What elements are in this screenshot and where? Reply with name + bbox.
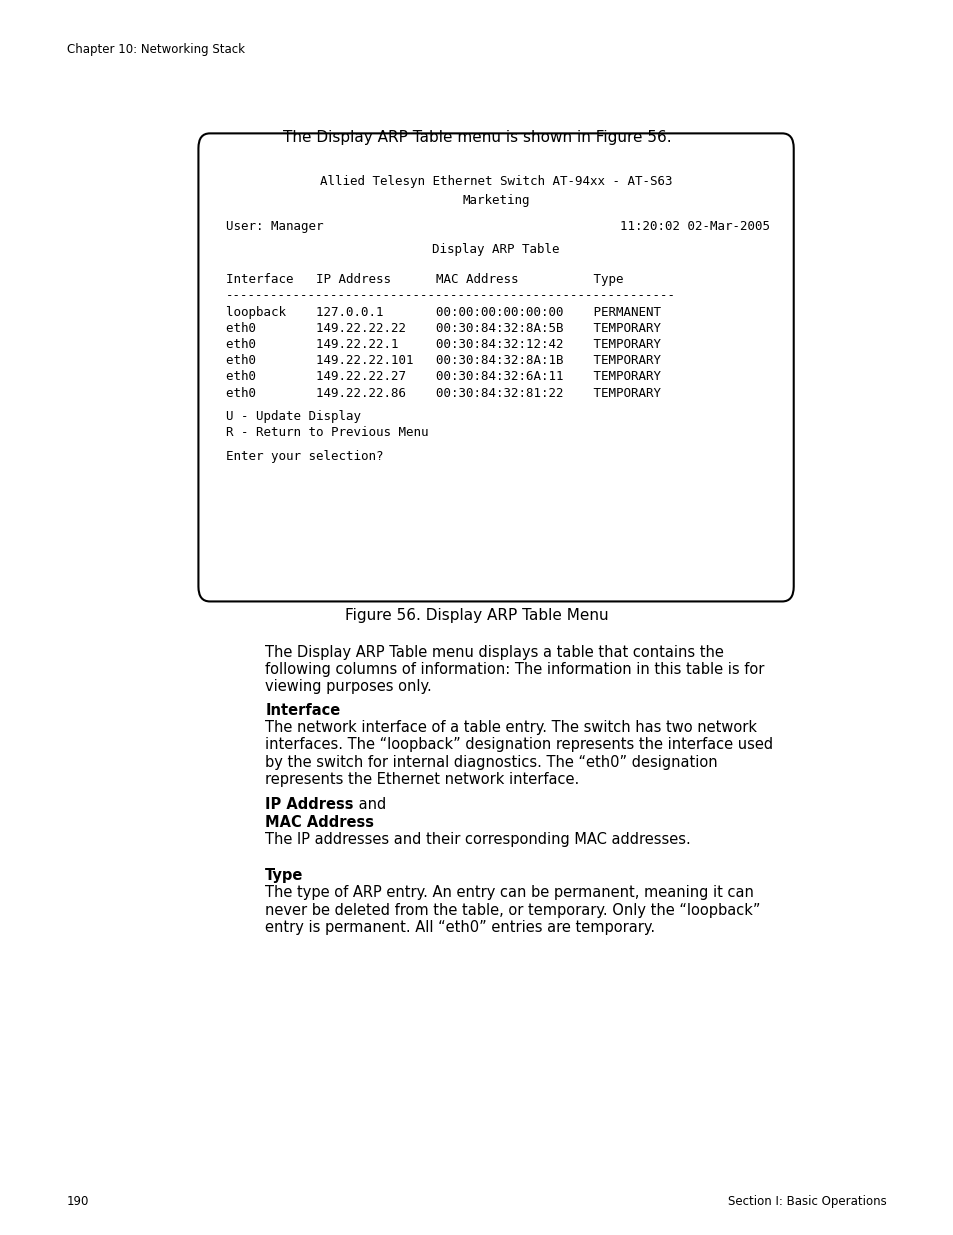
Text: Section I: Basic Operations: Section I: Basic Operations bbox=[728, 1194, 886, 1208]
Text: U - Update Display: U - Update Display bbox=[226, 410, 361, 424]
Text: R - Return to Previous Menu: R - Return to Previous Menu bbox=[226, 426, 428, 440]
Text: Display ARP Table: Display ARP Table bbox=[432, 243, 559, 257]
Text: eth0        149.22.22.22    00:30:84:32:8A:5B    TEMPORARY: eth0 149.22.22.22 00:30:84:32:8A:5B TEMP… bbox=[226, 322, 660, 336]
Text: eth0        149.22.22.101   00:30:84:32:8A:1B    TEMPORARY: eth0 149.22.22.101 00:30:84:32:8A:1B TEM… bbox=[226, 354, 660, 368]
Text: 11:20:02 02-Mar-2005: 11:20:02 02-Mar-2005 bbox=[619, 220, 769, 233]
Text: IP Address: IP Address bbox=[265, 797, 354, 811]
Text: eth0        149.22.22.86    00:30:84:32:81:22    TEMPORARY: eth0 149.22.22.86 00:30:84:32:81:22 TEMP… bbox=[226, 387, 660, 400]
Text: The network interface of a table entry. The switch has two network
interfaces. T: The network interface of a table entry. … bbox=[265, 720, 773, 787]
Text: 190: 190 bbox=[67, 1194, 89, 1208]
Text: The type of ARP entry. An entry can be permanent, meaning it can
never be delete: The type of ARP entry. An entry can be p… bbox=[265, 885, 760, 935]
Text: The Display ARP Table menu is shown in Figure 56.: The Display ARP Table menu is shown in F… bbox=[282, 130, 671, 144]
Text: The Display ARP Table menu displays a table that contains the
following columns : The Display ARP Table menu displays a ta… bbox=[265, 645, 763, 694]
Text: Enter your selection?: Enter your selection? bbox=[226, 450, 383, 463]
FancyBboxPatch shape bbox=[198, 133, 793, 601]
Text: Interface: Interface bbox=[265, 703, 340, 718]
Text: eth0        149.22.22.27    00:30:84:32:6A:11    TEMPORARY: eth0 149.22.22.27 00:30:84:32:6A:11 TEMP… bbox=[226, 370, 660, 384]
Text: eth0        149.22.22.1     00:30:84:32:12:42    TEMPORARY: eth0 149.22.22.1 00:30:84:32:12:42 TEMPO… bbox=[226, 338, 660, 352]
Text: The IP addresses and their corresponding MAC addresses.: The IP addresses and their corresponding… bbox=[265, 832, 690, 847]
Text: Marketing: Marketing bbox=[462, 194, 529, 207]
Text: ------------------------------------------------------------: ----------------------------------------… bbox=[226, 289, 676, 303]
Text: User: Manager: User: Manager bbox=[226, 220, 323, 233]
Text: MAC Address: MAC Address bbox=[265, 815, 374, 830]
Text: Interface   IP Address      MAC Address          Type: Interface IP Address MAC Address Type bbox=[226, 273, 623, 287]
Text: Type: Type bbox=[265, 868, 303, 883]
Text: Chapter 10: Networking Stack: Chapter 10: Networking Stack bbox=[67, 43, 245, 57]
Text: and: and bbox=[354, 797, 386, 811]
Text: Allied Telesyn Ethernet Switch AT-94xx - AT-S63: Allied Telesyn Ethernet Switch AT-94xx -… bbox=[319, 175, 672, 189]
Text: loopback    127.0.0.1       00:00:00:00:00:00    PERMANENT: loopback 127.0.0.1 00:00:00:00:00:00 PER… bbox=[226, 306, 660, 320]
Text: Figure 56. Display ARP Table Menu: Figure 56. Display ARP Table Menu bbox=[345, 608, 608, 622]
